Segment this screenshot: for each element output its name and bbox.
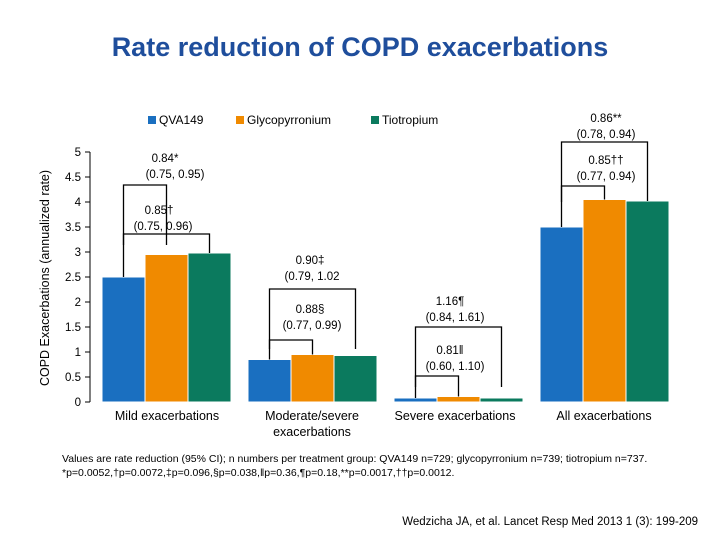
y-tick-label: 4.5 [65,172,81,184]
reference: Wedzicha JA, et al. Lancet Resp Med 2013… [402,516,698,528]
bar [144,254,189,403]
bar [582,199,627,403]
y-tick-label: 1 [75,347,81,359]
bar [247,359,292,403]
ci-label: (0.75, 0.95) [146,169,205,181]
y-tick-label: 3 [75,247,81,259]
x-tick-label: Moderate/severe [265,409,359,423]
legend-label: Tiotropium [382,113,438,127]
rate-ratio-label: 0.90‡ [296,255,325,267]
bar [393,397,438,403]
legend: QVA149 Glycopyrronium Tiotropium [148,113,438,127]
bars [101,199,670,403]
rate-ratio-label: 0.85† [145,205,174,217]
rate-ratio-label: 1.16¶ [436,296,465,308]
x-tick-label: Mild exacerbations [115,409,219,423]
footnote-line-1: Values are rate reduction (95% CI); n nu… [62,453,648,465]
y-tick-label: 5 [75,147,81,159]
y-tick-label: 2.5 [65,272,81,284]
bar [539,226,584,403]
x-tick-label: exacerbations [273,425,351,439]
ci-label: (0.79, 1.02 [285,271,340,283]
annotations: 0.84* (0.75, 0.95) 0.85† (0.75, 0.96) 0.90‡ (… [122,113,649,398]
chart-title: Rate reduction of COPD exacerbations [111,32,609,62]
footnote-line-2: *p=0.0052,†p=0.0072,‡p=0.096,§p=0.038,ǁp… [62,467,455,479]
comparison-bracket [268,339,314,360]
bar [625,200,670,403]
x-tick-label: Severe exacerbations [395,409,516,423]
ci-label: (0.77, 0.94) [577,171,636,183]
y-tick-label: 0 [75,397,81,409]
ci-label: (0.75, 0.96) [134,221,193,233]
comparison-bracket [414,375,460,398]
category-labels: Mild exacerbations Moderate/severe exacerb… [115,409,652,439]
y-tick-label: 4 [75,197,82,209]
ci-label: (0.77, 0.99) [283,320,342,332]
bar [101,276,146,403]
legend-swatch [371,116,379,124]
legend-label: QVA149 [159,113,204,127]
legend-swatch [148,116,156,124]
y-axis: 0 0.5 1 1.5 2 2.5 3 3.5 4 4.5 5 [65,147,91,409]
bar [436,396,481,403]
ci-label: (0.84, 1.61) [426,312,485,324]
y-axis-label-group: COPD Exacerbations (annualized rate) [38,170,52,386]
rate-ratio-label: 0.86** [590,113,622,125]
comparison-bracket [560,185,606,227]
y-axis-label: COPD Exacerbations (annualized rate) [38,170,52,386]
ci-label: (0.78, 0.94) [577,129,636,141]
rate-ratio-label: 0.85†† [588,155,623,167]
y-tick-label: 0.5 [65,372,81,384]
y-tick-label: 2 [75,297,81,309]
bar [479,397,524,403]
rate-ratio-label: 0.84* [152,153,179,165]
comparison-bracket [560,141,649,202]
rate-ratio-label: 0.88§ [296,304,325,316]
comparison-bracket [122,184,168,245]
comparison-bracket [268,288,357,349]
y-tick-label: 1.5 [65,322,81,334]
comparison-bracket [414,326,503,387]
ci-label: (0.60, 1.10) [426,361,485,373]
y-tick-label: 3.5 [65,222,81,234]
bar [290,354,335,403]
bar [333,355,378,403]
legend-label: Glycopyrronium [247,113,331,127]
legend-swatch [236,116,244,124]
comparison-bracket [122,233,211,277]
rate-ratio-label: 0.81ǁ [436,345,463,357]
x-tick-label: All exacerbations [556,409,651,423]
bar [187,252,232,403]
